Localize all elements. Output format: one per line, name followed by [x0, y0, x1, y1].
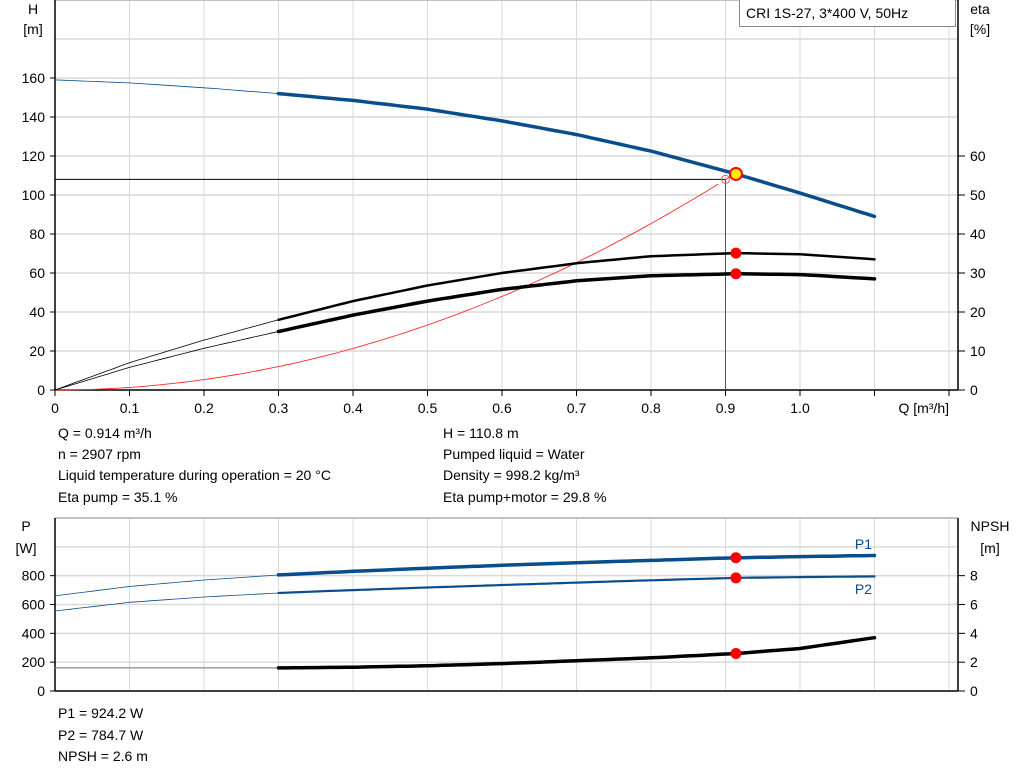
x-axis-label: Q [m³/h]: [898, 400, 949, 416]
top-y-tick-label: 100: [22, 187, 46, 203]
bottom-y2-tick-label: 8: [970, 568, 978, 584]
top-y-tick-label: 0: [37, 382, 45, 398]
x-tick-label: 0: [51, 400, 59, 416]
system-curve: [55, 183, 719, 391]
readout-temperature: Liquid temperature during operation = 20…: [58, 467, 331, 483]
top-y-tick-label: 140: [22, 109, 46, 125]
p2-marker: [730, 572, 742, 584]
x-tick-label: 0.6: [492, 400, 512, 416]
x-tick-label: 0.8: [641, 400, 661, 416]
head-curve-thin: [54, 79, 279, 94]
top-y-tick-label: 60: [29, 265, 45, 281]
bottom-y-unit: [W]: [16, 540, 37, 556]
top-y-tick-label: 40: [29, 304, 45, 320]
x-tick-label: 0.1: [120, 400, 140, 416]
top-y2-tick-label: 50: [970, 187, 986, 203]
readout-density: Density = 998.2 kg/m³: [443, 467, 580, 483]
bottom-y2-tick-label: 0: [970, 683, 978, 699]
p2-curve: [277, 575, 876, 595]
top-y2-tick-label: 40: [970, 226, 986, 242]
crosshair-marker: [721, 174, 730, 184]
readout-p1: P1 = 924.2 W: [58, 705, 144, 721]
eta-pump-motor-curve-thin: [54, 331, 279, 391]
top-y-tick-label: 120: [22, 148, 46, 164]
top-y2-tick-label: 60: [970, 148, 986, 164]
bottom-y-tick-label: 200: [22, 654, 46, 670]
readout-liquid: Pumped liquid = Water: [443, 446, 585, 462]
bottom-y2-label: NPSH: [971, 518, 1010, 534]
x-tick-label: 1.0: [790, 400, 810, 416]
bottom-y-label: P: [21, 518, 30, 534]
x-tick-label: 0.3: [269, 400, 289, 416]
bottom-y-tick-label: 400: [22, 625, 46, 641]
duty-point-marker: [728, 166, 743, 181]
eta-pump-motor-marker: [730, 268, 742, 280]
readout-head: H = 110.8 m: [443, 425, 519, 441]
x-tick-label: 0.5: [418, 400, 438, 416]
bottom-y2-tick-label: 2: [970, 654, 978, 670]
readout-eta-pump-motor: Eta pump+motor = 29.8 %: [443, 489, 607, 505]
p2-curve-thin: [54, 592, 279, 612]
top-y2-tick-label: 20: [970, 304, 986, 320]
p1-marker: [730, 552, 742, 564]
top-y-tick-label: 80: [29, 226, 45, 242]
eta-pump-motor-curve: [276, 272, 877, 334]
p2-series-label: P2: [855, 581, 872, 597]
bottom-y2-tick-label: 6: [970, 597, 978, 613]
x-tick-label: 0.4: [343, 400, 363, 416]
eta-pump-curve: [277, 251, 876, 322]
npsh-curve: [276, 635, 877, 670]
npsh-marker: [730, 648, 742, 660]
readout-flow: Q = 0.914 m³/h: [58, 425, 152, 441]
eta-pump-curve-thin: [54, 319, 279, 391]
top-y-unit: [m]: [23, 21, 42, 37]
head-curve: [276, 91, 877, 219]
eta-pump-marker: [730, 247, 742, 259]
x-tick-label: 0.2: [194, 400, 214, 416]
bottom-y2-unit: [m]: [980, 540, 999, 556]
x-tick-label: 0.7: [567, 400, 587, 416]
readout-speed: n = 2907 rpm: [58, 446, 141, 462]
top-y2-tick-label: 10: [970, 343, 986, 359]
top-y2-tick-label: 30: [970, 265, 986, 281]
bottom-y-tick-label: 600: [22, 597, 46, 613]
top-y-tick-label: 20: [29, 343, 45, 359]
bottom-y-tick-label: 800: [22, 568, 46, 584]
top-y2-tick-label: 0: [970, 382, 978, 398]
top-y-label: H: [28, 1, 38, 17]
x-tick-label: 0.9: [716, 400, 736, 416]
top-y2-unit: [%]: [970, 21, 990, 37]
pump-model-legend: CRI 1S-27, 3*400 V, 50Hz: [739, 0, 956, 27]
readout-npsh: NPSH = 2.6 m: [58, 748, 148, 764]
p1-series-label: P1: [855, 536, 872, 552]
top-y2-label: eta: [970, 1, 990, 17]
bottom-y-tick-label: 0: [37, 683, 45, 699]
top-y-tick-label: 160: [22, 70, 46, 86]
p1-curve-thin: [54, 574, 279, 597]
p1-curve: [276, 553, 877, 577]
readout-p2: P2 = 784.7 W: [58, 727, 144, 743]
readout-eta-pump: Eta pump = 35.1 %: [58, 489, 178, 505]
bottom-y2-tick-label: 4: [970, 625, 978, 641]
